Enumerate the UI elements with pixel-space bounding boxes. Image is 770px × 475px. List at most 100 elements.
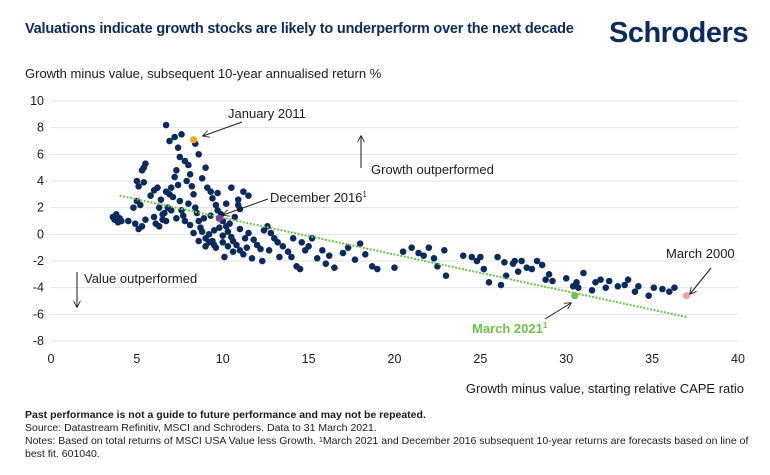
data-point — [274, 239, 282, 246]
growth-outperformed-label: Growth outperformed — [371, 162, 494, 177]
december-2016-point — [215, 214, 223, 222]
data-points — [109, 121, 678, 299]
x-tick-label: 10 — [216, 352, 230, 366]
trendline — [119, 194, 687, 318]
march-2021-sup: 1 — [543, 321, 548, 330]
value-outperformed-label: Value outperformed — [84, 271, 197, 286]
data-point — [511, 257, 519, 265]
data-point — [621, 281, 628, 289]
y-tick-label: 10 — [30, 94, 44, 108]
data-point — [210, 241, 218, 249]
data-point — [494, 253, 501, 261]
data-point — [313, 255, 321, 262]
data-point — [305, 243, 312, 250]
data-point — [212, 201, 220, 209]
data-point — [185, 161, 192, 169]
data-point — [202, 243, 209, 250]
data-point — [140, 179, 148, 186]
data-point — [219, 239, 227, 246]
data-point — [645, 292, 652, 299]
data-point — [671, 284, 678, 291]
data-point — [574, 284, 582, 291]
data-point — [399, 248, 407, 255]
data-point — [523, 264, 531, 271]
data-point — [545, 271, 553, 278]
data-point — [549, 277, 556, 285]
data-point — [308, 235, 316, 242]
data-point — [288, 253, 295, 261]
data-point — [602, 284, 610, 291]
december-2016-arrow-icon — [223, 198, 269, 215]
data-point — [140, 164, 148, 171]
data-point — [538, 261, 546, 269]
data-point — [250, 236, 257, 243]
data-point — [167, 207, 175, 214]
data-point — [147, 192, 154, 199]
data-point — [173, 215, 180, 222]
data-point — [190, 229, 197, 237]
data-point — [224, 228, 232, 235]
data-point — [279, 243, 287, 250]
data-point — [167, 184, 175, 191]
x-tick-label: 40 — [731, 352, 745, 366]
data-point — [240, 251, 247, 258]
data-point — [631, 288, 639, 295]
data-point — [276, 253, 283, 261]
footer-notes: Past performance is not a guide to futur… — [25, 409, 760, 461]
data-point — [339, 249, 347, 257]
data-point — [442, 272, 450, 279]
data-point — [202, 164, 209, 171]
data-point — [245, 192, 252, 199]
data-point — [162, 217, 170, 225]
data-point — [430, 255, 438, 262]
disclaimer-text: Past performance is not a guide to futur… — [25, 409, 426, 421]
gridlines — [51, 100, 738, 342]
data-point — [221, 253, 228, 261]
data-point — [216, 224, 223, 231]
january-2011-arrow-icon — [203, 121, 243, 136]
data-point — [659, 285, 666, 293]
data-point — [480, 265, 488, 273]
data-point — [391, 264, 398, 271]
data-point — [186, 221, 194, 229]
y-tick-label: 2 — [37, 201, 44, 215]
data-point — [322, 260, 330, 267]
data-point — [209, 195, 216, 202]
data-point — [248, 255, 256, 262]
data-point — [166, 137, 173, 145]
data-point — [131, 220, 139, 227]
data-point — [185, 200, 192, 207]
data-point — [198, 228, 206, 235]
x-tick-label: 15 — [302, 352, 316, 366]
data-point — [362, 251, 369, 258]
march-2021-text: March 2021 — [472, 321, 543, 336]
data-point — [243, 244, 251, 251]
data-point — [356, 240, 364, 247]
y-tick-label: -6 — [33, 307, 44, 321]
x-tick-label: 0 — [48, 352, 55, 366]
march-2000-label: March 2000 — [666, 246, 735, 261]
x-axis-label: Growth minus value, starting relative CA… — [465, 381, 744, 396]
data-point — [415, 249, 422, 257]
data-point — [171, 133, 178, 141]
x-tick-label: 20 — [388, 352, 402, 366]
data-point — [650, 284, 658, 291]
data-point — [588, 287, 596, 294]
data-point — [605, 277, 613, 285]
data-point — [150, 213, 158, 221]
data-point — [174, 144, 182, 151]
data-point — [241, 235, 249, 242]
data-point — [344, 244, 352, 251]
data-point — [195, 151, 203, 158]
march-2021-arrow-icon — [544, 303, 571, 320]
data-point — [331, 264, 338, 271]
data-point — [183, 177, 190, 185]
data-point — [257, 245, 264, 253]
data-point — [195, 237, 203, 245]
data-point — [580, 269, 587, 277]
y-tick-label: -8 — [33, 334, 44, 348]
data-point — [162, 121, 170, 129]
data-point — [614, 283, 622, 290]
march-2000-point — [682, 292, 691, 300]
data-point — [459, 252, 467, 259]
